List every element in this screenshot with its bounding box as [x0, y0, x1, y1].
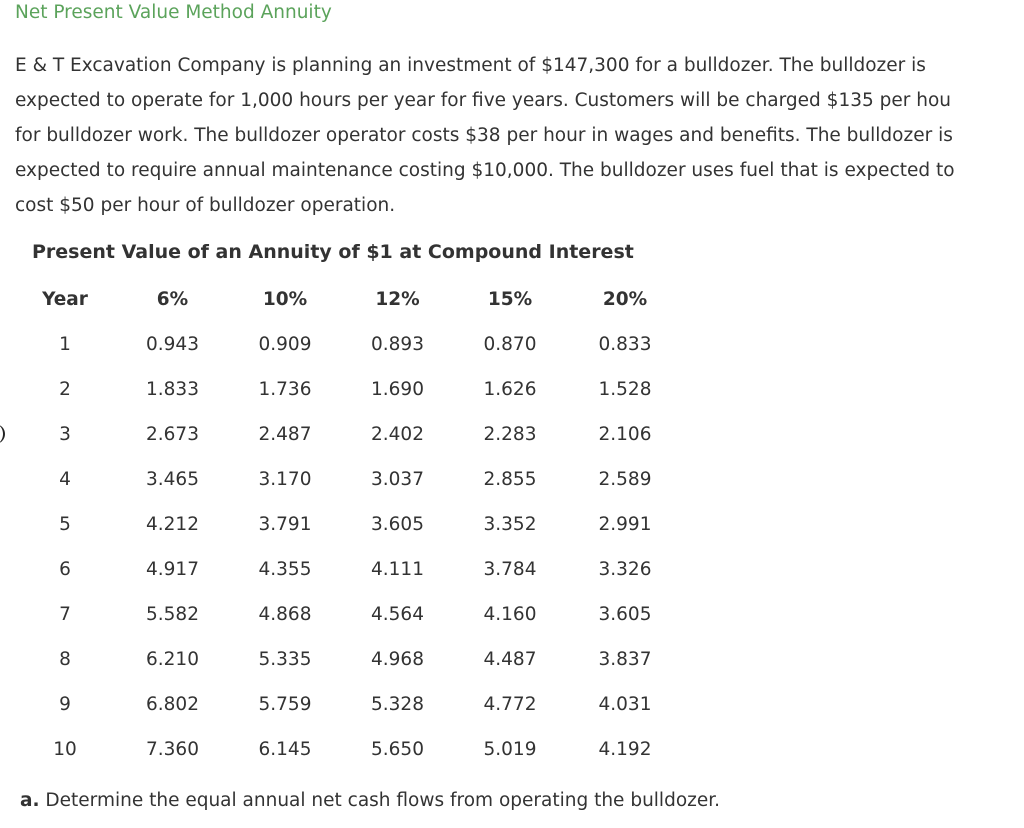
factor-cell: 0.833	[598, 334, 652, 355]
factor-cell: 2.589	[598, 469, 652, 490]
year-cell: 4	[59, 469, 71, 490]
factor-cell: 5.650	[371, 739, 424, 760]
header-year: Year	[42, 289, 88, 310]
question-a: a. Determine the equal annual net cash f…	[20, 790, 720, 811]
factor-cell: 2.855	[483, 469, 537, 490]
factor-cell: 4.160	[483, 604, 537, 625]
factor-cell: 5.019	[483, 739, 537, 760]
factor-cell: 5.759	[258, 694, 312, 715]
factor-cell: 1.626	[483, 379, 537, 400]
question-text: Determine the equal annual net cash flow…	[39, 790, 721, 811]
factor-cell: 2.106	[598, 424, 652, 445]
year-cell: 7	[59, 604, 71, 625]
factor-cell: 6.145	[258, 739, 312, 760]
factor-cell: 1.528	[598, 379, 652, 400]
table-row: 7 5.582 4.868 4.564 4.160 3.605	[20, 592, 690, 637]
factor-cell: 4.968	[371, 649, 424, 670]
header-12pct: 12%	[375, 289, 420, 310]
factor-cell: 4.917	[146, 559, 199, 580]
factor-cell: 4.212	[146, 514, 199, 535]
factor-cell: 2.283	[483, 424, 537, 445]
problem-line: expected to operate for 1,000 hours per …	[15, 90, 952, 111]
factor-cell: 5.328	[371, 694, 424, 715]
table-row: 2 1.833 1.736 1.690 1.626 1.528	[20, 367, 690, 412]
table-row: 5 4.212 3.791 3.605 3.352 2.991	[20, 502, 690, 547]
year-cell: 2	[59, 379, 71, 400]
header-6pct: 6%	[156, 289, 189, 310]
factor-cell: 2.402	[371, 424, 424, 445]
year-cell: 1	[59, 334, 71, 355]
factor-cell: 3.791	[258, 514, 312, 535]
header-20pct: 20%	[602, 289, 648, 310]
table-row: 3 2.673 2.487 2.402 2.283 2.106	[20, 412, 690, 457]
factor-cell: 5.582	[146, 604, 199, 625]
factor-cell: 3.837	[598, 649, 652, 670]
table-row: 9 6.802 5.759 5.328 4.772 4.031	[20, 682, 690, 727]
factor-cell: 0.893	[371, 334, 424, 355]
factor-cell: 3.605	[371, 514, 424, 535]
factor-cell: 3.326	[598, 559, 652, 580]
factor-cell: 5.335	[258, 649, 312, 670]
annuity-table: Year 6% 10% 12% 15% 20% 1 0.943 0.909 0.893…	[20, 277, 690, 772]
factor-cell: 3.784	[483, 559, 537, 580]
factor-cell: 1.690	[371, 379, 424, 400]
factor-cell: 3.170	[258, 469, 312, 490]
header-10pct: 10%	[262, 289, 308, 310]
problem-line: for bulldozer work. The bulldozer operat…	[15, 125, 953, 146]
factor-cell: 2.673	[146, 424, 199, 445]
edge-artifact	[0, 424, 5, 444]
factor-cell: 4.772	[483, 694, 537, 715]
problem-statement: E & T Excavation Company is planning an …	[15, 48, 1024, 223]
table-body: 1 0.943 0.909 0.893 0.870 0.833 2 1.833 1.736 1.6…	[20, 322, 690, 772]
table-row: 6 4.917 4.355 4.111 3.784 3.326	[20, 547, 690, 592]
factor-cell: 4.868	[258, 604, 312, 625]
factor-cell: 4.111	[371, 559, 424, 580]
year-cell: 8	[59, 649, 71, 670]
table-header-row: Year 6% 10% 12% 15% 20%	[20, 277, 690, 322]
year-cell: 10	[53, 739, 77, 760]
year-cell: 3	[59, 424, 71, 445]
factor-cell: 7.360	[146, 739, 199, 760]
factor-cell: 2.991	[598, 514, 652, 535]
factor-cell: 2.487	[258, 424, 312, 445]
factor-cell: 0.870	[483, 334, 537, 355]
problem-line: cost $50 per hour of bulldozer operation…	[15, 195, 396, 216]
factor-cell: 4.564	[371, 604, 424, 625]
table-row: 4 3.465 3.170 3.037 2.855 2.589	[20, 457, 690, 502]
factor-cell: 3.465	[146, 469, 199, 490]
factor-cell: 6.802	[146, 694, 199, 715]
header-15pct: 15%	[487, 289, 533, 310]
factor-cell: 1.833	[146, 379, 199, 400]
factor-cell: 1.736	[258, 379, 312, 400]
table-row: 1 0.943 0.909 0.893 0.870 0.833	[20, 322, 690, 367]
table-row: 8 6.210 5.335 4.968 4.487 3.837	[20, 637, 690, 682]
factor-cell: 3.605	[598, 604, 652, 625]
page-title: Net Present Value Method Annuity	[15, 2, 332, 23]
factor-cell: 4.192	[598, 739, 652, 760]
problem-line: expected to require annual maintenance c…	[15, 160, 955, 181]
year-cell: 9	[59, 694, 71, 715]
factor-cell: 4.355	[258, 559, 312, 580]
question-label: a.	[20, 790, 40, 811]
table-row: 10 7.360 6.145 5.650 5.019 4.192	[20, 727, 690, 772]
problem-line: E & T Excavation Company is planning an …	[15, 55, 926, 76]
factor-cell: 3.037	[371, 469, 424, 490]
factor-cell: 4.031	[598, 694, 652, 715]
factor-cell: 4.487	[483, 649, 537, 670]
year-cell: 5	[59, 514, 71, 535]
year-cell: 6	[59, 559, 71, 580]
factor-cell: 6.210	[146, 649, 199, 670]
factor-cell: 3.352	[483, 514, 537, 535]
table-title: Present Value of an Annuity of $1 at Com…	[32, 241, 634, 263]
factor-cell: 0.909	[258, 334, 312, 355]
factor-cell: 0.943	[146, 334, 199, 355]
